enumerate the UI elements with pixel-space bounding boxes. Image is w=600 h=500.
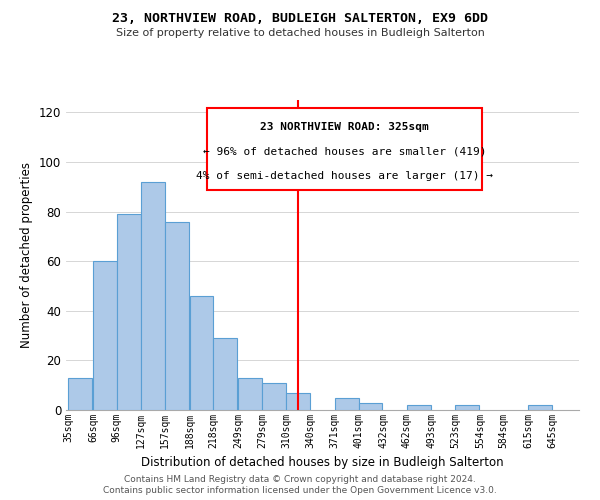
Bar <box>335 398 359 410</box>
Bar <box>528 405 552 410</box>
Bar <box>214 338 237 410</box>
Y-axis label: Number of detached properties: Number of detached properties <box>20 162 33 348</box>
Bar <box>359 402 382 410</box>
X-axis label: Distribution of detached houses by size in Budleigh Salterton: Distribution of detached houses by size … <box>141 456 504 469</box>
Bar <box>407 405 431 410</box>
Text: Contains HM Land Registry data © Crown copyright and database right 2024.: Contains HM Land Registry data © Crown c… <box>124 475 476 484</box>
Text: Size of property relative to detached houses in Budleigh Salterton: Size of property relative to detached ho… <box>116 28 484 38</box>
Text: ← 96% of detached houses are smaller (419): ← 96% of detached houses are smaller (41… <box>203 146 486 156</box>
Text: 23, NORTHVIEW ROAD, BUDLEIGH SALTERTON, EX9 6DD: 23, NORTHVIEW ROAD, BUDLEIGH SALTERTON, … <box>112 12 488 26</box>
Text: 23 NORTHVIEW ROAD: 325sqm: 23 NORTHVIEW ROAD: 325sqm <box>260 122 428 132</box>
FancyBboxPatch shape <box>207 108 482 190</box>
Bar <box>286 392 310 410</box>
Bar <box>190 296 214 410</box>
Bar <box>117 214 140 410</box>
Bar <box>455 405 479 410</box>
Bar <box>142 182 165 410</box>
Text: 4% of semi-detached houses are larger (17) →: 4% of semi-detached houses are larger (1… <box>196 172 493 181</box>
Text: Contains public sector information licensed under the Open Government Licence v3: Contains public sector information licen… <box>103 486 497 495</box>
Bar <box>262 382 286 410</box>
Bar <box>165 222 189 410</box>
Bar <box>93 261 117 410</box>
Bar <box>238 378 262 410</box>
Bar <box>68 378 92 410</box>
